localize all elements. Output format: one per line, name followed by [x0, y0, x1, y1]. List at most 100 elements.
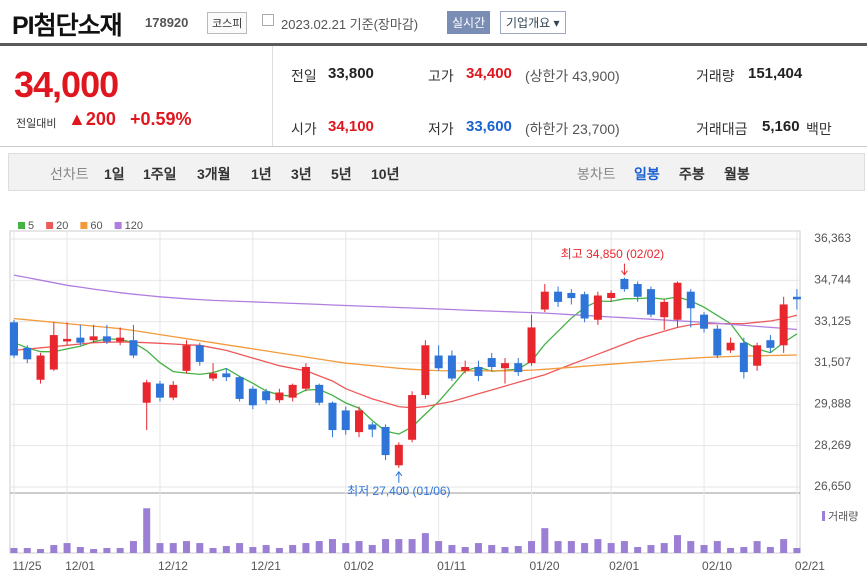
candle-body	[36, 355, 45, 380]
volume-bar	[76, 547, 84, 553]
candle-body	[726, 342, 735, 351]
candle-body	[394, 444, 403, 466]
volume-bar	[674, 535, 681, 553]
stat-value: 33,600	[466, 118, 512, 135]
candle-body	[63, 338, 72, 342]
volume-bar	[461, 547, 469, 553]
tab[interactable]: 1주일	[143, 166, 177, 182]
legend-label: 120	[125, 220, 143, 232]
candle-body	[633, 284, 642, 297]
volume-bar	[528, 541, 536, 553]
candle-body	[646, 289, 655, 315]
volume-bar	[143, 508, 151, 553]
market-badge: 코스피	[207, 12, 248, 34]
x-tick-label: 02/21	[795, 559, 825, 573]
volume-bar	[740, 547, 748, 553]
legend-label: 5	[28, 220, 34, 232]
tab[interactable]: 5년	[331, 166, 352, 182]
candle-body	[275, 392, 284, 401]
volume-bar	[50, 545, 58, 553]
y-tick-label: 33,125	[814, 314, 851, 328]
realtime-button[interactable]: 실시간	[447, 11, 491, 34]
volume-bar	[382, 539, 390, 553]
legend-swatch	[80, 222, 88, 229]
volume-bar	[302, 543, 310, 553]
high-annotation: 최고 34,850 (02/02)	[561, 247, 664, 261]
candle-body	[129, 340, 138, 356]
stat-label: 고가	[428, 68, 454, 84]
candle-body	[567, 292, 576, 299]
candle-body	[102, 336, 111, 342]
volume-bar	[368, 545, 376, 553]
volume-bar	[395, 539, 403, 553]
candle-body	[222, 373, 231, 378]
volume-bar	[328, 539, 336, 553]
candle-body	[779, 304, 788, 346]
candle-body	[554, 291, 563, 302]
candle-body	[235, 377, 244, 399]
tab[interactable]: 월봉	[724, 166, 750, 182]
current-price: 34,000	[14, 64, 119, 105]
candle-body	[142, 382, 151, 403]
chart: 26,650 28,269 29,888 31,507 33,125 34,744 36,3…	[9, 220, 858, 573]
candle-body	[328, 402, 337, 431]
y-tick-label: 31,507	[814, 355, 851, 369]
volume-bar	[620, 541, 628, 553]
separator	[272, 46, 273, 146]
candle-body	[620, 278, 629, 290]
divider	[0, 43, 867, 46]
x-tick-label: 12/21	[251, 559, 281, 573]
stock-name: PI첨단소재	[12, 12, 123, 40]
volume-bar	[700, 545, 708, 553]
tab[interactable]: 3개월	[197, 166, 231, 182]
candle-body	[739, 342, 748, 373]
x-tick-label: 02/10	[702, 559, 732, 573]
tab[interactable]: 주봉	[679, 166, 705, 182]
candle-body	[580, 294, 589, 319]
tab[interactable]: 일봉	[634, 166, 660, 182]
candle-body	[500, 363, 509, 369]
volume-bar	[408, 539, 416, 553]
volume-bar	[554, 541, 562, 553]
volume-bar	[169, 543, 177, 553]
candle-body	[461, 366, 470, 371]
calendar-icon	[262, 14, 274, 26]
volume-bar	[660, 543, 668, 553]
candle-body	[607, 292, 616, 299]
x-tick-label: 11/25	[12, 559, 41, 573]
volume-bar	[355, 541, 363, 553]
tab[interactable]: 1년	[251, 166, 272, 182]
candle-body	[434, 355, 443, 369]
stat-label: 전일	[291, 68, 317, 84]
ma-line	[13, 274, 797, 331]
stat-label: 거래대금	[696, 121, 748, 137]
candle-body	[209, 373, 218, 379]
legend-swatch	[46, 222, 54, 229]
volume-bar	[342, 543, 350, 553]
plot-frame	[9, 230, 801, 554]
legend-label: 60	[90, 220, 102, 232]
candle-body	[766, 340, 775, 348]
candle-body	[195, 345, 204, 362]
candle-body	[182, 345, 191, 371]
volume-bar	[116, 548, 124, 553]
candle-body	[713, 328, 722, 356]
candle-body	[301, 366, 310, 389]
tab[interactable]: 10년	[371, 166, 400, 182]
low-arrow	[395, 471, 403, 483]
volume-bar	[793, 547, 801, 553]
candle-body	[355, 410, 364, 433]
candle-body	[315, 384, 324, 403]
separator	[0, 146, 867, 147]
volume-bar	[567, 541, 575, 553]
volume-bar	[196, 543, 204, 553]
tab[interactable]: 1일	[104, 166, 125, 182]
volume-bar	[766, 547, 774, 553]
y-tick-label: 26,650	[814, 479, 851, 493]
candle-body	[514, 363, 523, 373]
company-button[interactable]: 기업개요 ▾	[500, 11, 566, 34]
volume-bar	[780, 539, 788, 553]
candle-body	[408, 395, 417, 440]
tab[interactable]: 3년	[291, 166, 312, 182]
candle-body	[753, 345, 762, 366]
